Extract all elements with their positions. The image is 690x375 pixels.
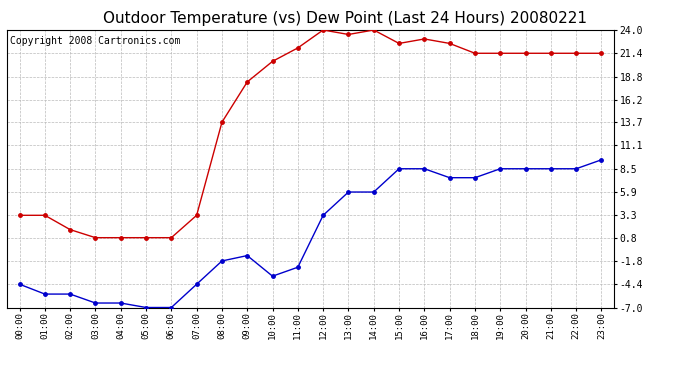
Text: Copyright 2008 Cartronics.com: Copyright 2008 Cartronics.com [10,36,180,45]
Text: Outdoor Temperature (vs) Dew Point (Last 24 Hours) 20080221: Outdoor Temperature (vs) Dew Point (Last… [103,11,587,26]
